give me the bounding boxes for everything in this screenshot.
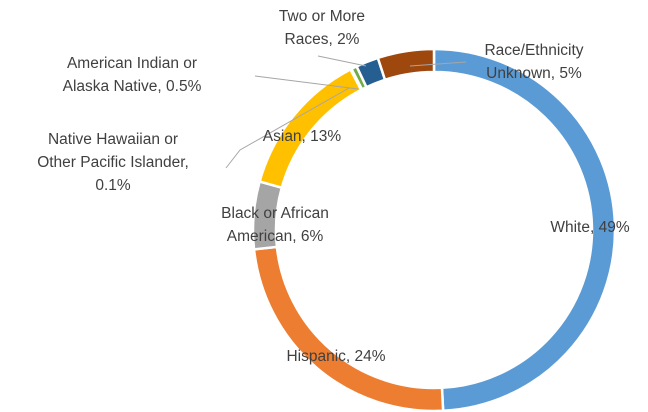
data-label-black: Black or African American, 6% xyxy=(221,205,329,245)
chart-slices xyxy=(251,47,617,412)
data-label-line: Asian, 13% xyxy=(263,128,342,145)
data-label-line: Unknown, 5% xyxy=(486,65,582,82)
data-label-line: American, 6% xyxy=(227,228,324,245)
data-label-line: White, 49% xyxy=(550,219,629,236)
leader-line-unknown xyxy=(409,61,467,67)
data-label-line: Hispanic, 24% xyxy=(286,348,385,365)
data-label-line: Races, 2% xyxy=(285,31,360,48)
data-label-asian: Asian, 13% xyxy=(263,128,342,145)
slice-unknown xyxy=(376,47,436,82)
data-label-line: Other Pacific Islander, xyxy=(37,154,189,171)
leader-line-two xyxy=(317,55,367,67)
chart-labels: White, 49% Hispanic, 24% Black or African A… xyxy=(37,8,630,365)
data-label-line: Race/Ethnicity xyxy=(484,42,583,59)
data-label-nhpi: Native Hawaiian or Other Pacific Islander… xyxy=(37,131,189,194)
leader-line-aian xyxy=(254,75,359,90)
data-label-line: Alaska Native, 0.5% xyxy=(63,78,202,95)
data-label-line: Two or More xyxy=(279,8,365,25)
data-label-line: 0.1% xyxy=(95,177,131,194)
data-label-hispanic: Hispanic, 24% xyxy=(286,348,385,365)
data-label-aian: American Indian or Alaska Native, 0.5% xyxy=(63,55,202,95)
data-label-line: Black or African xyxy=(221,205,329,222)
slice-hispanic xyxy=(252,245,445,412)
data-label-white: White, 49% xyxy=(550,219,629,236)
data-label-line: American Indian or xyxy=(67,55,197,72)
data-label-two: Two or More Races, 2% xyxy=(279,8,365,48)
leader-lines xyxy=(225,55,467,169)
leader-line-nhpi xyxy=(225,87,350,169)
data-label-line: Native Hawaiian or xyxy=(48,131,178,148)
data-label-unknown: Race/Ethnicity Unknown, 5% xyxy=(484,42,583,82)
